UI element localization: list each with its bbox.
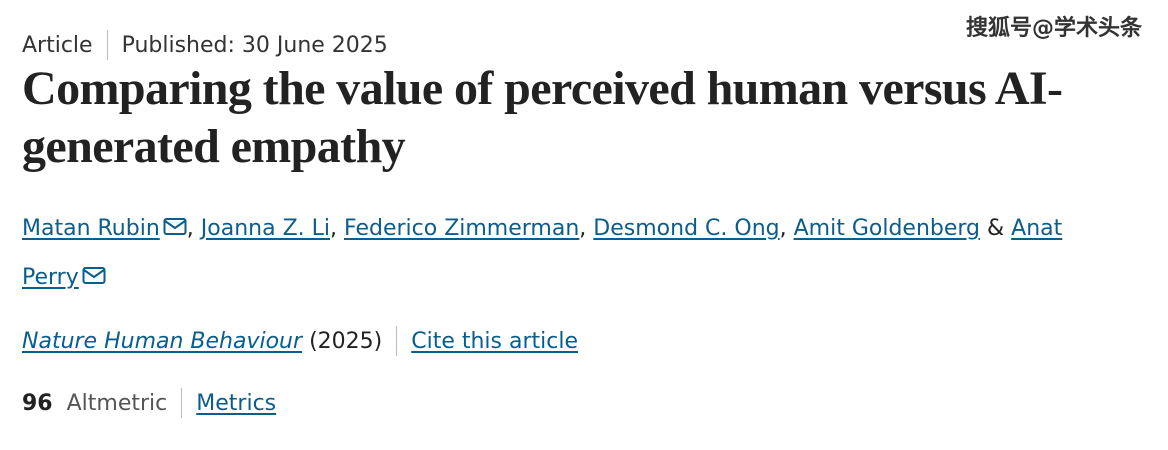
journal-link[interactable]: Nature Human Behaviour	[22, 328, 303, 354]
metrics-link[interactable]: Metrics	[196, 390, 277, 416]
metrics: 96 Altmetric Metrics	[22, 388, 276, 418]
divider	[396, 326, 398, 356]
author-list: Matan Rubin, Joanna Z. Li, Federico Zimm…	[22, 204, 1102, 302]
divider	[181, 388, 183, 418]
author-link[interactable]: Amit Goldenberg	[793, 216, 981, 241]
citation: Nature Human Behaviour (2025) Cite this …	[22, 326, 578, 356]
author-link[interactable]: Matan Rubin	[22, 216, 160, 241]
cite-link[interactable]: Cite this article	[411, 328, 578, 354]
author-link[interactable]: Federico Zimmerman	[344, 216, 580, 241]
author-separator: ,	[779, 216, 787, 241]
article-type: Article	[22, 32, 93, 58]
watermark: 搜狐号@学术头条	[965, 16, 1142, 41]
author-separator: ,	[186, 216, 194, 241]
article-title: Comparing the value of perceived human v…	[22, 62, 1063, 173]
email-icon[interactable]	[82, 266, 106, 286]
published-date: Published: 30 June 2025	[121, 32, 388, 58]
author-link[interactable]: Joanna Z. Li	[200, 216, 330, 241]
author-separator: ,	[579, 216, 587, 241]
divider	[106, 30, 108, 60]
email-icon[interactable]	[163, 217, 187, 237]
author-separator: &	[987, 216, 1005, 241]
header: Article Published: 30 June 2025	[22, 30, 388, 60]
altmetric-score: 96	[22, 390, 53, 416]
altmetric-label: Altmetric	[66, 390, 168, 416]
year: (2025)	[309, 328, 383, 354]
author-link[interactable]: Desmond C. Ong	[593, 216, 780, 241]
author-link[interactable]: Anat Perry	[22, 216, 1063, 290]
author-separator: ,	[330, 216, 337, 241]
